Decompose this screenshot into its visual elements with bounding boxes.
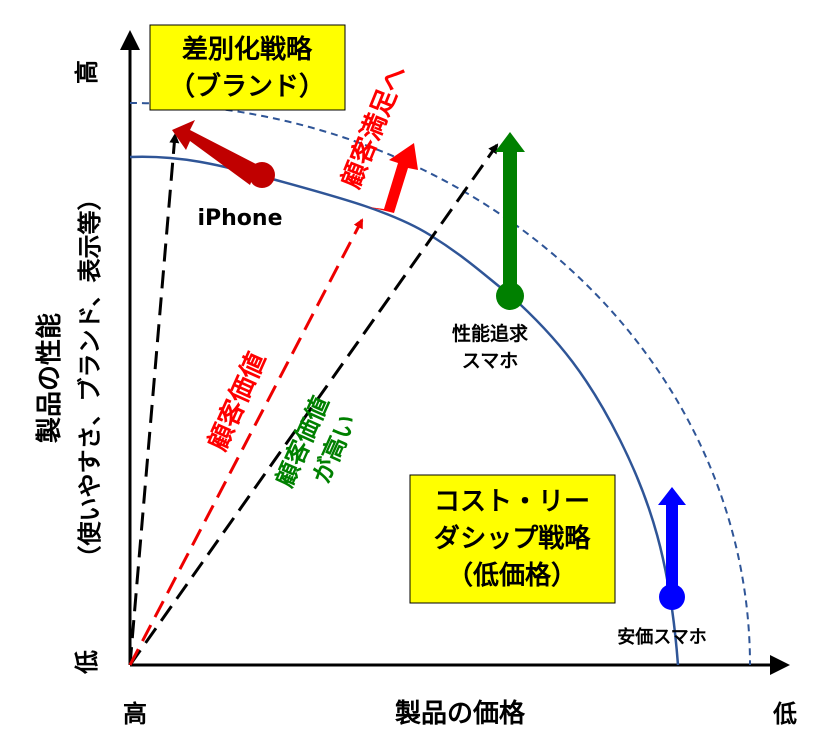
- x-label: 製品の価格: [395, 698, 526, 729]
- vector-red: [128, 218, 364, 666]
- satisfaction-arrow: [369, 143, 418, 213]
- annotation: 顧客価値: [202, 348, 273, 456]
- vector: [128, 133, 180, 666]
- performance-arrow: [495, 132, 525, 295]
- x-axis-arrow: [770, 655, 790, 675]
- strategy-label: （低価格）: [447, 560, 577, 591]
- iphone-arrow: [172, 120, 258, 185]
- y-low: 低: [73, 650, 101, 675]
- y-label: 製品の性能: [34, 313, 65, 443]
- iphone-dot: [249, 162, 275, 188]
- strategy-label: コスト・リー: [434, 487, 590, 517]
- x-low: 低: [772, 700, 797, 728]
- x-high: 高: [123, 700, 147, 728]
- strategy-box: [149, 24, 346, 111]
- product-label: 安価スマホ: [617, 626, 706, 648]
- cheap-arrow: [658, 487, 686, 596]
- strategy-label: 差別化戦略: [182, 34, 313, 65]
- product-label: 性能追求: [452, 322, 529, 345]
- cheap-dot: [659, 584, 685, 610]
- performance-dot: [496, 282, 524, 310]
- frontier-dashed: [129, 102, 751, 666]
- y-high: 高: [73, 60, 101, 84]
- vector: [128, 143, 499, 666]
- y-axis-arrow: [120, 30, 140, 50]
- product-label: スマホ: [462, 350, 518, 372]
- product-label: iPhone: [197, 206, 282, 231]
- strategy-label: ダシップ戦略: [434, 523, 592, 554]
- strategy-label: （ブランド）: [169, 71, 325, 102]
- strategy-box: [409, 474, 616, 604]
- y-label: （使いやすさ、ブランド、表示等）: [76, 186, 104, 569]
